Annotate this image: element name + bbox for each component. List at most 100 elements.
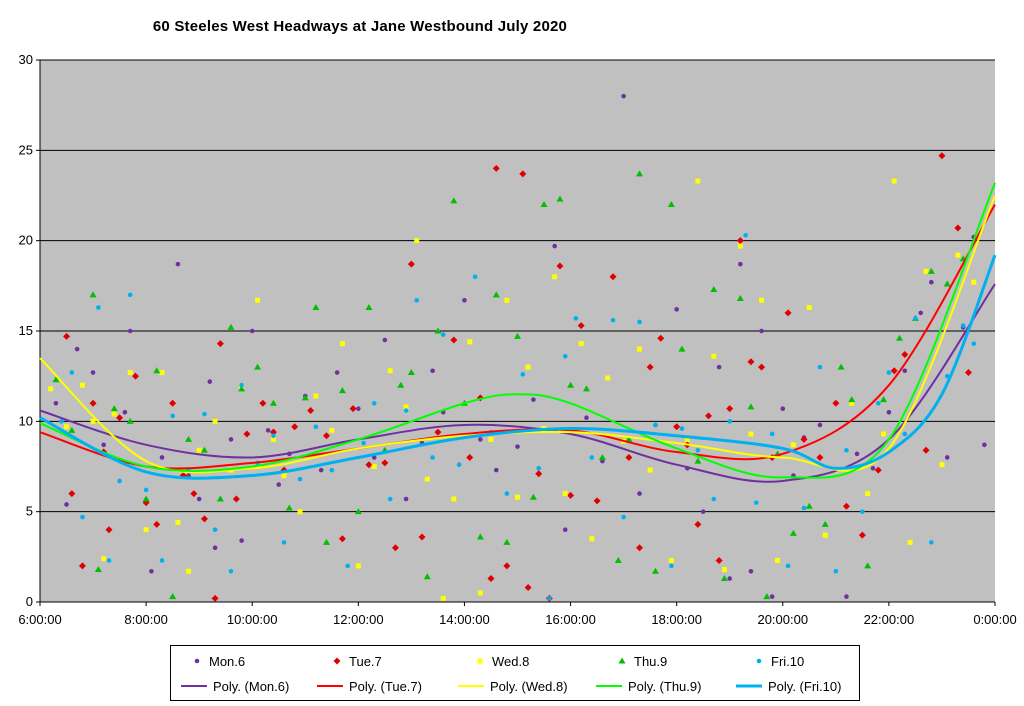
data-point	[647, 467, 653, 473]
data-point	[817, 364, 823, 370]
data-point	[929, 540, 934, 545]
data-point	[238, 385, 246, 392]
data-point	[636, 544, 644, 552]
y-tick-label: 0	[26, 594, 33, 609]
legend-marker-icon	[194, 658, 200, 664]
x-tick-label: 22:00:00	[864, 612, 915, 627]
data-point	[345, 563, 351, 569]
x-tick-label: 14:00:00	[439, 612, 490, 627]
y-tick-label: 25	[19, 142, 33, 157]
data-point	[159, 370, 165, 376]
data-point	[529, 493, 537, 500]
data-point	[149, 568, 154, 574]
data-point	[227, 323, 235, 330]
data-point	[844, 447, 849, 453]
data-point	[356, 406, 361, 411]
chart-svg: 0 5 10 15 20 25 30 6:00:00 8:00:00 10:00:00 12:00:…	[18, 52, 1016, 627]
data-point	[971, 279, 977, 285]
x-tick-label: 16:00:00	[545, 612, 596, 627]
data-point	[886, 370, 892, 375]
y-tick-label: 20	[19, 233, 33, 248]
data-point	[349, 405, 357, 413]
data-point	[101, 556, 107, 562]
data-point	[503, 538, 511, 545]
legend-label: Thu.9	[634, 653, 668, 669]
data-point	[407, 260, 415, 268]
data-point	[89, 399, 97, 407]
data-point	[323, 432, 330, 440]
data-point	[110, 405, 118, 412]
data-point	[339, 341, 345, 347]
data-point	[520, 372, 526, 377]
data-point	[695, 447, 701, 453]
data-point	[727, 419, 733, 424]
data-point	[243, 430, 251, 438]
legend-trendlines-row: Poly. (Mon.6) Poly. (Tue.7) Poly. (Wed.8) P…	[171, 674, 859, 698]
data-point	[536, 466, 542, 471]
data-point	[525, 364, 531, 370]
data-point	[127, 370, 133, 376]
data-point	[748, 431, 754, 437]
data-point	[504, 297, 510, 303]
data-point	[684, 436, 690, 442]
data-point	[285, 504, 293, 511]
data-point	[864, 562, 872, 569]
data-point	[79, 382, 85, 388]
data-point	[53, 400, 59, 406]
legend-marker-icon	[477, 658, 483, 664]
data-point	[106, 558, 112, 563]
data-point	[430, 455, 435, 460]
data-point	[116, 414, 124, 422]
data-point	[736, 294, 744, 301]
legend-item: Poly. (Mon.6)	[181, 674, 289, 698]
data-point	[621, 93, 626, 99]
data-point	[552, 243, 557, 249]
data-point	[216, 495, 224, 502]
data-point	[462, 297, 467, 303]
data-point	[711, 496, 717, 502]
data-point	[918, 310, 924, 316]
data-point	[313, 424, 319, 430]
data-point	[700, 509, 706, 514]
data-point	[763, 593, 771, 600]
data-point	[567, 491, 575, 499]
data-point	[547, 596, 552, 601]
legend-item: Tue.7	[331, 649, 382, 673]
data-point	[784, 309, 792, 317]
data-point	[589, 455, 595, 460]
data-point	[68, 426, 76, 433]
legend-item: Poly. (Tue.7)	[317, 674, 422, 698]
data-point	[848, 396, 856, 403]
data-point	[255, 297, 261, 303]
data-point	[711, 353, 717, 359]
data-point	[397, 381, 405, 388]
data-point	[573, 316, 579, 321]
data-point	[636, 170, 644, 177]
data-point	[269, 399, 277, 406]
data-point	[837, 363, 845, 370]
data-point	[503, 562, 511, 570]
data-point	[212, 418, 218, 424]
data-point	[132, 372, 139, 380]
data-point	[101, 442, 106, 448]
legend-marker	[333, 657, 341, 665]
data-point	[589, 536, 595, 542]
data-point	[472, 274, 478, 280]
data-point	[881, 431, 887, 437]
legend-item: Poly. (Thu.9)	[596, 674, 701, 698]
x-tick-label: 20:00:00	[757, 612, 808, 627]
legend-label: Tue.7	[349, 653, 382, 669]
x-tick-label: 18:00:00	[651, 612, 702, 627]
legend-label: Mon.6	[209, 653, 246, 669]
data-point	[105, 526, 113, 534]
axes: 0 5 10 15 20 25 30 6:00:00 8:00:00 10:00:00 12:00:…	[18, 52, 1016, 627]
data-point	[175, 261, 181, 267]
data-point	[540, 201, 548, 208]
data-point	[552, 274, 558, 280]
data-point	[259, 399, 267, 407]
data-point	[271, 433, 276, 439]
y-tick-label: 15	[19, 323, 33, 338]
data-point	[365, 304, 373, 311]
data-point	[403, 496, 409, 502]
data-point	[679, 426, 685, 431]
